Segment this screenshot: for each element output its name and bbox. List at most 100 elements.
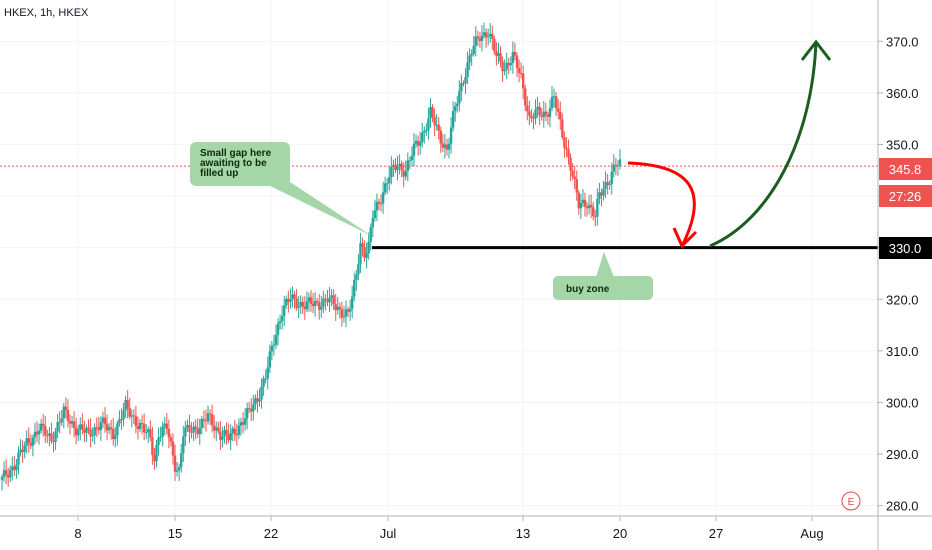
candle-body [491,33,494,39]
candle-body [606,182,609,185]
candle-body [431,107,434,118]
buy-zone-pointer [596,252,614,277]
candle-body [458,91,461,104]
candle-body [429,107,432,119]
candle-body [534,109,537,119]
price-axis[interactable]: 280.0290.0300.0310.0320.0330.0340.0350.0… [878,34,919,514]
candle-body [23,445,26,453]
candle-body [594,216,597,218]
current-price-tag: 345.8 [879,158,932,180]
candle-body [186,424,189,428]
candle-body [324,298,327,300]
candle-body [44,426,47,436]
candle-body [383,183,387,193]
candle-body [540,115,543,117]
red-arrow[interactable] [627,161,698,249]
candle-body [355,274,358,280]
candle-body [112,429,115,440]
candle-body [344,309,348,317]
candle-body [188,424,191,432]
gap-note-pointer [262,182,372,236]
candle-body [460,83,463,92]
x-tick-label: 13 [516,526,530,541]
symbol-label: HKEX, 1h, HKEX [4,7,89,19]
candle-body [149,429,152,438]
candle-body [548,108,552,117]
y-tick-label: 360.0 [886,86,919,101]
candle-body [404,171,407,177]
candle-body [596,198,599,217]
candle-body [571,170,574,177]
candle-body [608,183,611,185]
candle-body [418,142,422,146]
candle-body [138,422,142,430]
candle-body [563,137,566,148]
candle-body [245,408,249,419]
candle-body [536,106,539,110]
candle-body [243,418,247,425]
candle-body [122,410,125,420]
candle-body [402,170,405,177]
earnings-marker[interactable]: E [841,491,861,511]
x-tick-label: Jul [380,526,397,541]
candle-body [182,436,185,454]
candle-body [441,143,445,148]
candle-body [577,192,580,209]
candle-body [120,419,123,421]
candle-body [462,83,465,85]
candle-body [126,399,129,409]
candle-body [315,300,319,303]
y-tick-label: 320.0 [886,292,919,307]
candle-body [219,431,222,440]
candle-body [99,422,103,431]
candle-body [338,306,342,310]
countdown-tag: 27:26 [879,185,932,207]
candle-body [451,111,455,128]
green-arrow[interactable] [709,39,832,248]
x-tick-label: 22 [264,526,278,541]
candle-body [342,316,346,318]
candle-body [507,62,510,66]
candle-body [618,159,622,166]
candle-body [340,309,344,318]
candle-body [248,408,251,410]
candle-body [592,207,595,217]
candle-body [528,111,531,116]
candle-body [390,166,393,178]
candle-body [398,163,401,167]
candle-body [91,435,94,437]
candle-body [50,433,53,441]
candle-body [200,418,204,428]
candle-body [157,437,160,445]
candle-body [614,164,618,167]
candle-body [544,111,548,115]
candle-body [598,192,601,199]
candle-body [474,36,477,46]
x-tick-label: 27 [709,526,723,541]
x-tick-label: 15 [168,526,182,541]
candle-body [177,467,181,471]
candle-body [394,164,397,171]
candle-body [155,444,158,462]
candle-body [169,437,173,442]
candle-body [484,32,488,38]
gap-note[interactable]: Small gap here awaiting to be filled up [190,142,372,236]
candle-body [60,418,63,423]
candle-body [93,427,96,436]
candle-body [56,422,59,432]
candle-body [25,438,28,446]
countdown-value: 27:26 [889,189,922,204]
candle-body [97,427,101,431]
candle-body [468,55,471,63]
candle-body [363,246,366,258]
time-axis[interactable]: 8 15 22 Jul 13 20 27 Aug [74,516,824,541]
candle-body [295,298,298,308]
candle-body [505,62,508,70]
candle-body [612,164,616,172]
candle-body [190,431,193,433]
candle-body [589,204,593,208]
candle-body [433,117,436,126]
x-tick-label: Aug [800,526,823,541]
buy-zone-note[interactable]: buy zone [553,252,653,300]
